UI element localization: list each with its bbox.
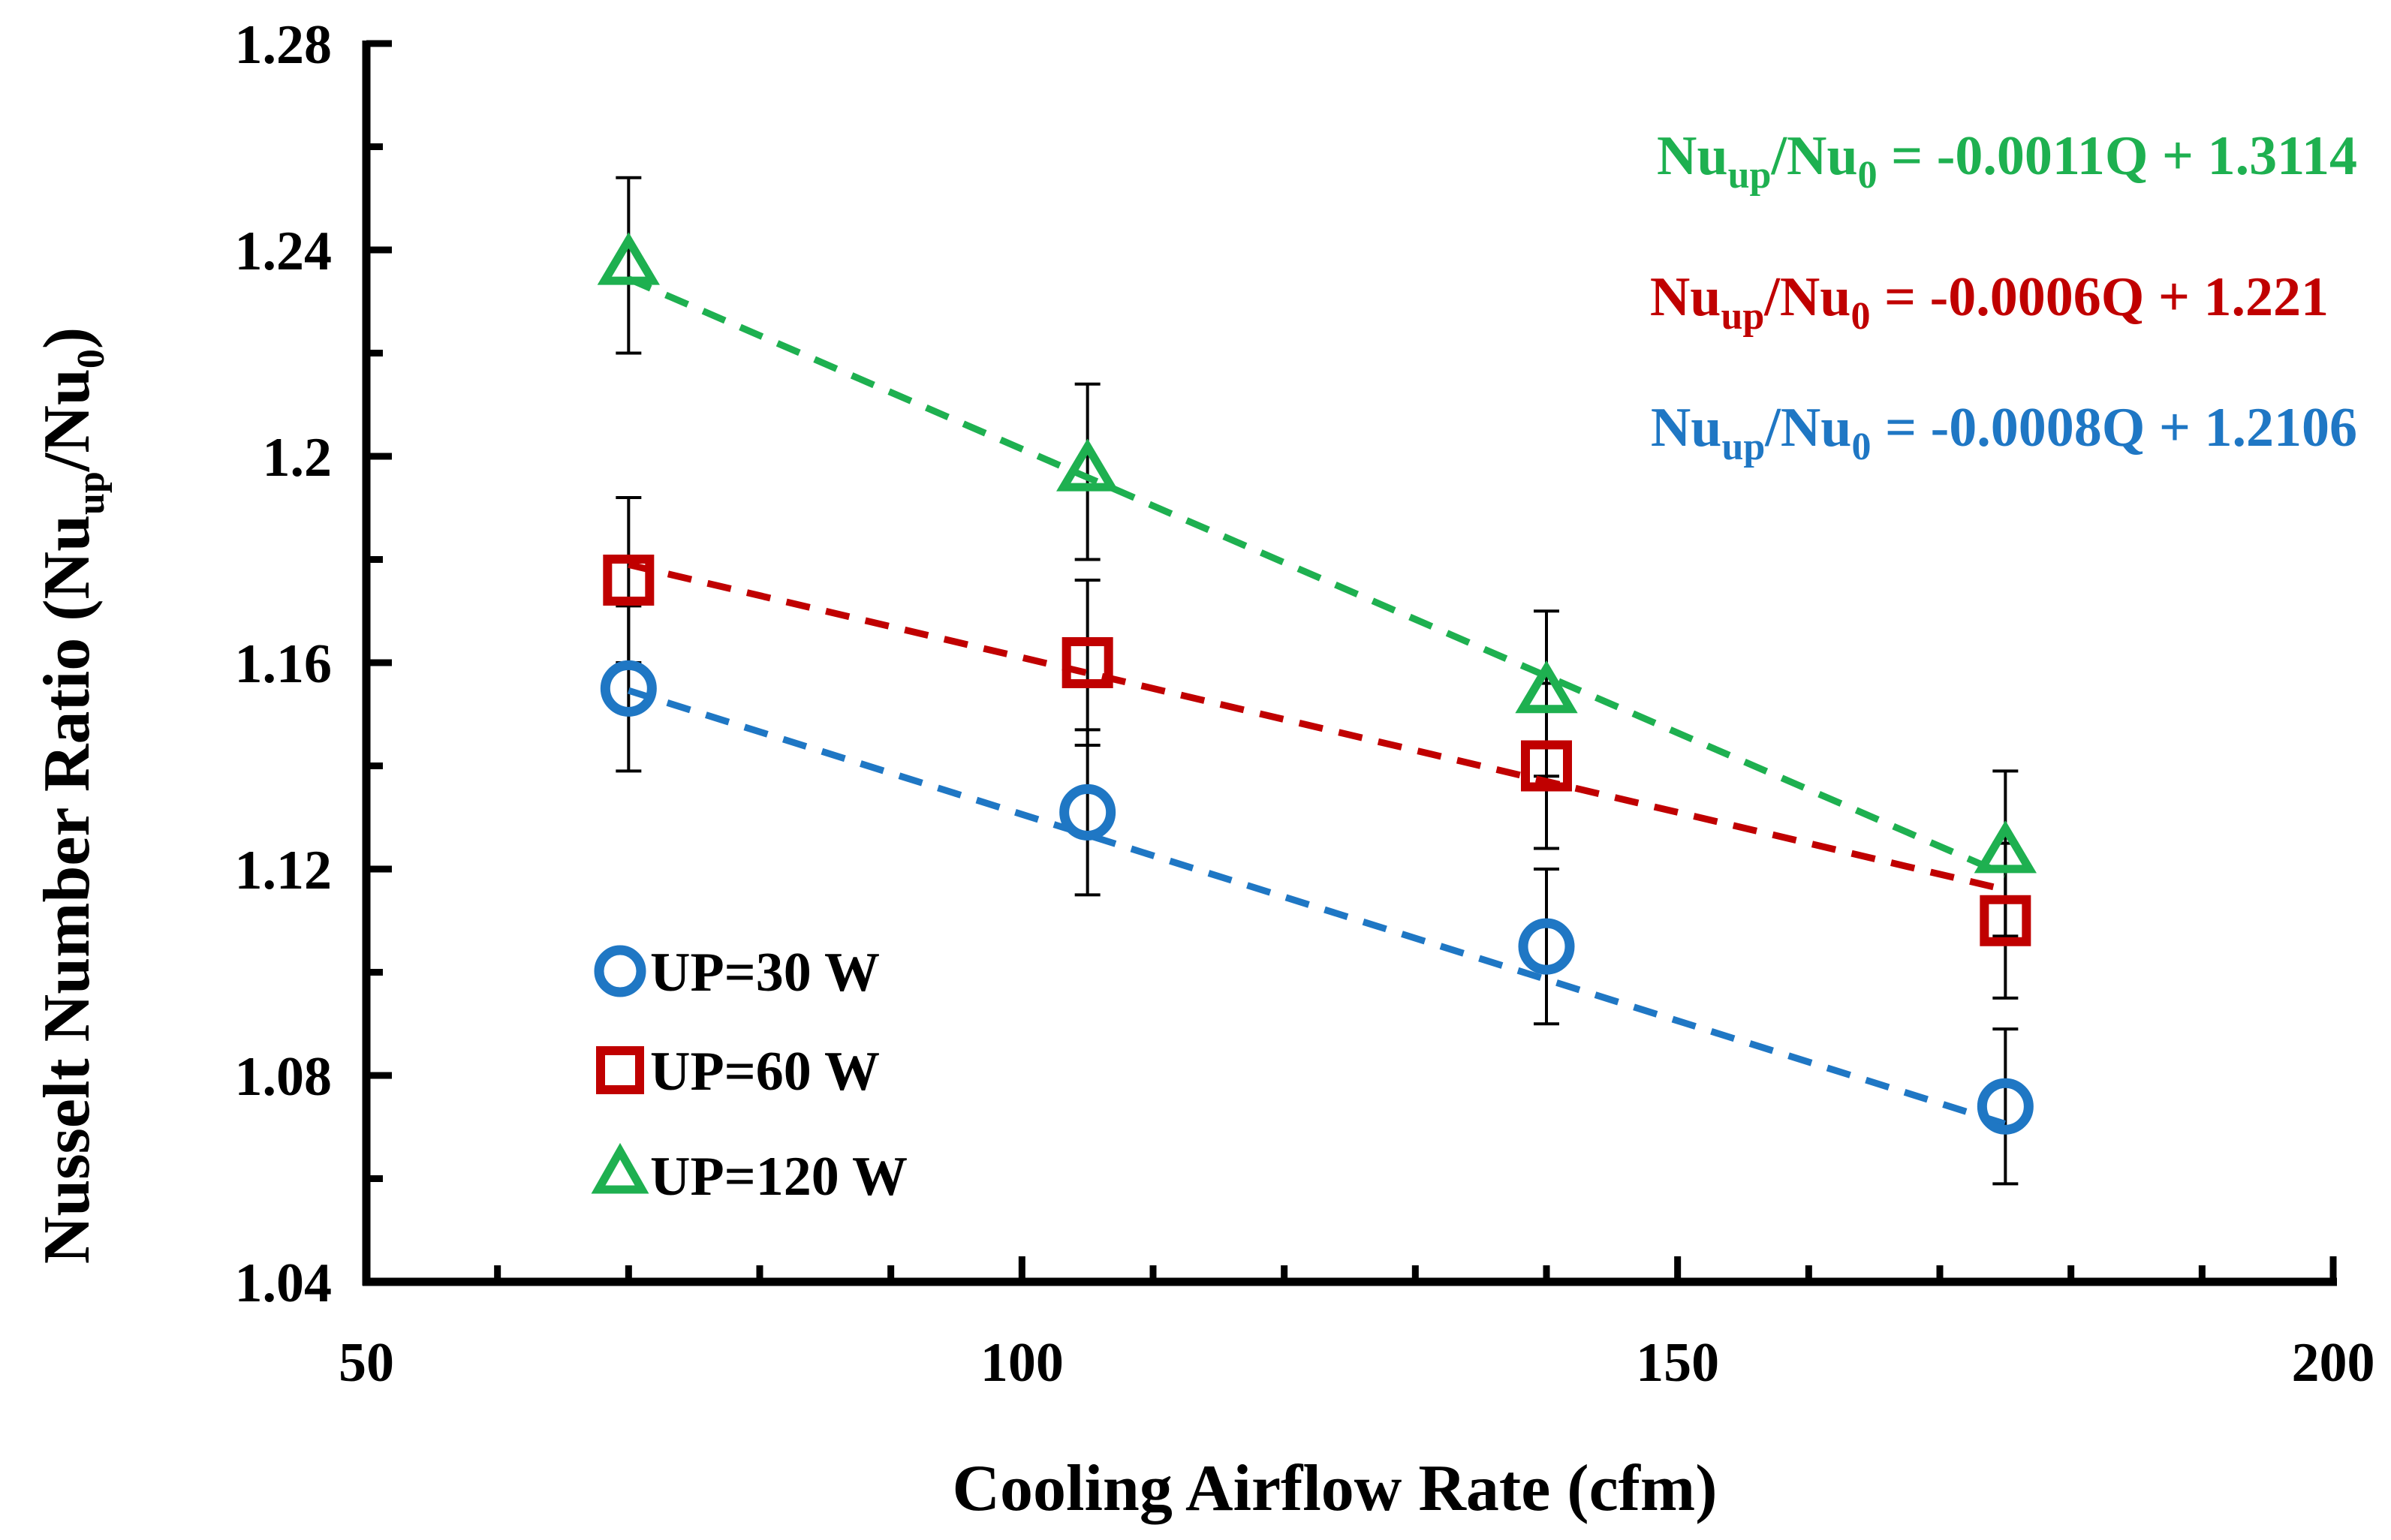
- eq-nu: Nu: [1650, 266, 1721, 328]
- data-point-triangle: [1056, 438, 1119, 492]
- y-tick-label: 1.08: [235, 1046, 333, 1108]
- y-title-sub-up: up: [70, 471, 113, 515]
- data-point-square: [1061, 637, 1113, 688]
- eq-sub-0: 0: [1851, 426, 1871, 468]
- error-bars: [616, 176, 2019, 1186]
- eq-sub-up: up: [1721, 426, 1765, 468]
- trend-line-2: [627, 275, 2007, 878]
- data-point-circle: [1059, 784, 1116, 841]
- x-axis-title: Cooling Airflow Rate (cfm): [952, 1452, 1717, 1525]
- legend-item-up120: UP=120 W: [591, 1142, 908, 1208]
- equation-up60: Nuup/Nu0 = -0.0006Q + 1.221: [1650, 266, 2329, 338]
- eq-nu: Nu: [1651, 397, 1722, 459]
- legend-label-up60: UP=60 W: [650, 1041, 880, 1102]
- legend: UP=30 W UP=60 W UP=120 W: [591, 942, 908, 1208]
- equation-up120: Nuup/Nu0 = -0.0011Q + 1.3114: [1657, 125, 2357, 197]
- y-tick-label: 1.16: [235, 633, 333, 695]
- data-point-circle: [600, 660, 657, 717]
- y-tick-label: 1.04: [235, 1253, 333, 1314]
- eq-sub-0: 0: [1850, 295, 1870, 338]
- equation-up30: Nuup/Nu0 = -0.0008Q + 1.2106: [1651, 397, 2357, 468]
- data-point-triangle: [1974, 820, 2037, 874]
- x-tick-label: 100: [980, 1332, 1064, 1394]
- legend-label-up120: UP=120 W: [650, 1146, 908, 1208]
- eq-nu: Nu: [1657, 125, 1728, 187]
- data-point-square: [603, 555, 655, 606]
- data-point-square: [1980, 895, 2031, 946]
- legend-item-up30: UP=30 W: [594, 942, 880, 1003]
- tick-labels: 1.04 1.08 1.12 1.16 1.2 1.24 1.28 50 100 150 200: [235, 14, 2375, 1394]
- eq-nu0: /Nu: [1770, 125, 1857, 187]
- eq-nu0: /Nu: [1764, 397, 1851, 459]
- x-tick-label: 200: [2292, 1332, 2375, 1394]
- eq-sub-0: 0: [1858, 154, 1878, 197]
- eq-rhs: = -0.0011Q + 1.3114: [1878, 125, 2357, 187]
- y-title-sub-0: 0: [70, 349, 113, 368]
- eq-sub-up: up: [1728, 154, 1772, 197]
- y-title-suffix: ): [31, 327, 104, 349]
- y-title-prefix: Nusselt Number Ratio (Nu: [31, 515, 104, 1264]
- y-title-mid: /Nu: [31, 368, 104, 472]
- legend-marker-square: [596, 1046, 644, 1094]
- y-axis-title: Nusselt Number Ratio (Nuup/Nu0): [31, 327, 113, 1264]
- legend-marker-circle: [594, 945, 646, 997]
- data-points: [597, 232, 2037, 1135]
- eq-rhs: = -0.0008Q + 1.2106: [1871, 397, 2357, 459]
- y-tick-label: 1.12: [235, 840, 333, 901]
- fit-equations: Nuup/Nu0 = -0.0011Q + 1.3114 Nuup/Nu0 = …: [1650, 125, 2357, 468]
- eq-rhs: = -0.0006Q + 1.221: [1870, 266, 2329, 328]
- legend-marker-triangle: [591, 1142, 649, 1194]
- data-point-square: [1521, 740, 1572, 792]
- data-point-circle: [1518, 918, 1575, 975]
- eq-sub-up: up: [1721, 295, 1764, 338]
- trend-line-1: [628, 561, 2007, 893]
- legend-item-up60: UP=60 W: [596, 1041, 880, 1102]
- data-point-circle: [1977, 1078, 2034, 1135]
- eq-nu0: /Nu: [1763, 266, 1850, 328]
- axes: [362, 40, 2337, 1286]
- data-point-triangle: [1515, 660, 1578, 714]
- x-tick-label: 50: [339, 1332, 394, 1394]
- x-tick-label: 150: [1636, 1332, 1719, 1394]
- trend-lines: [627, 275, 2007, 1127]
- y-tick-label: 1.28: [235, 14, 333, 76]
- y-tick-label: 1.2: [263, 427, 333, 489]
- data-point-triangle: [597, 232, 660, 285]
- legend-label-up30: UP=30 W: [650, 942, 880, 1003]
- y-tick-label: 1.24: [235, 221, 333, 282]
